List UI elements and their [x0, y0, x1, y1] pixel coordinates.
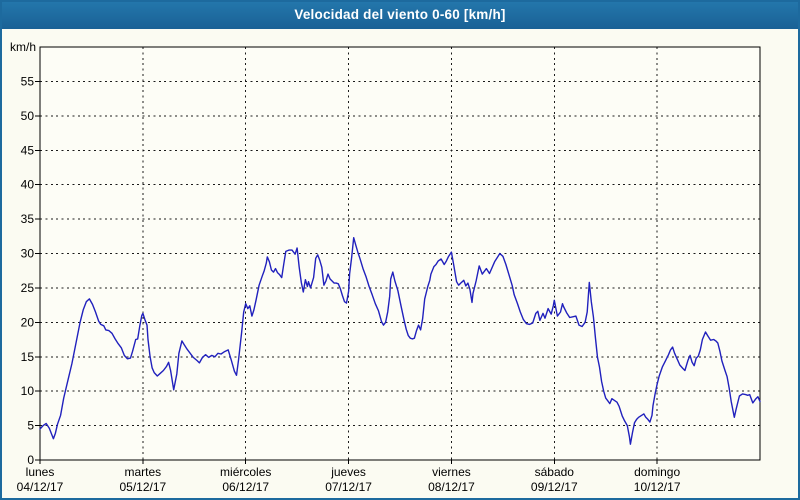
y-tick-label: 55: [21, 74, 35, 88]
chart-title: Velocidad del viento 0-60 [km/h]: [294, 7, 506, 22]
y-tick-label: 15: [21, 350, 35, 364]
y-tick-label: 35: [21, 212, 35, 226]
x-day-label: martes: [125, 465, 162, 479]
y-tick-label: 5: [27, 419, 34, 433]
x-day-label: lunes: [26, 465, 55, 479]
x-day-label: domingo: [634, 465, 680, 479]
chart-title-bar: Velocidad del viento 0-60 [km/h]: [0, 0, 800, 29]
x-day-label: viernes: [432, 465, 471, 479]
wind-speed-line: [39, 236, 761, 445]
y-tick-label: 40: [21, 178, 35, 192]
x-date-label: 04/12/17: [17, 480, 64, 494]
y-tick-label: 0: [27, 453, 34, 467]
y-tick-label: 45: [21, 143, 35, 157]
y-tick-label: 30: [21, 247, 35, 261]
x-date-label: 06/12/17: [222, 480, 269, 494]
x-date-label: 09/12/17: [531, 480, 578, 494]
x-date-label: 08/12/17: [428, 480, 475, 494]
y-tick-label: 10: [21, 384, 35, 398]
plot-frame: [39, 46, 761, 461]
x-day-label: miércoles: [220, 465, 271, 479]
x-date-label: 10/12/17: [634, 480, 681, 494]
y-tick-label: 50: [21, 109, 35, 123]
x-day-label: sábado: [535, 465, 575, 479]
x-date-label: 07/12/17: [325, 480, 372, 494]
y-tick-label: 20: [21, 315, 35, 329]
x-date-label: 05/12/17: [119, 480, 166, 494]
y-axis-unit-label: km/h: [10, 40, 36, 54]
x-day-label: jueves: [330, 465, 366, 479]
y-tick-label: 25: [21, 281, 35, 295]
